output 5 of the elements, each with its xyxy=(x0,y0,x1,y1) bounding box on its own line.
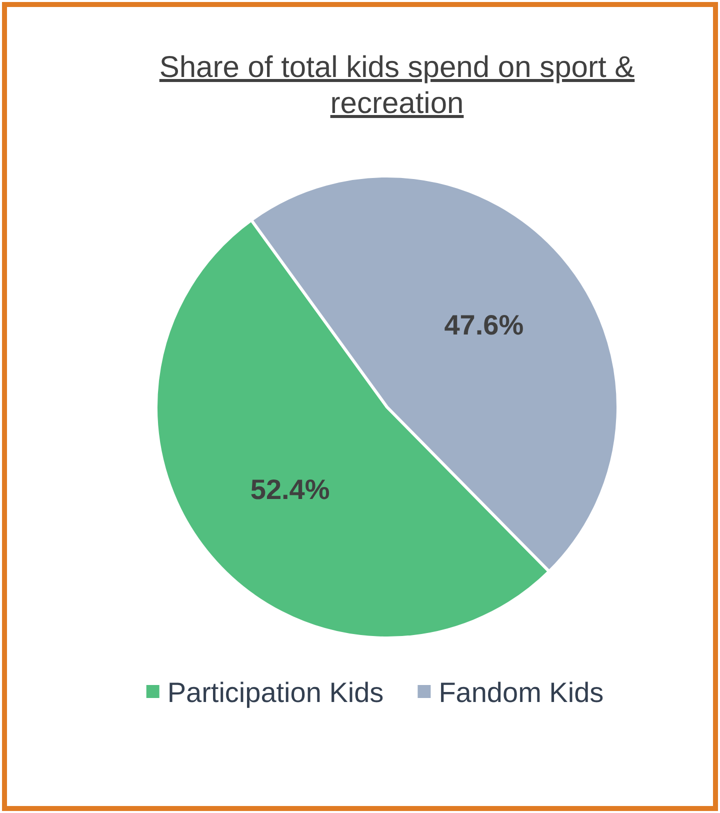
chart-title: Share of total kids spend on sport & recreation xyxy=(159,51,635,120)
legend-label: Fandom Kids xyxy=(438,676,604,708)
legend-label: Participation Kids xyxy=(167,676,384,708)
data-label: 47.6% xyxy=(444,310,524,341)
data-label: 52.4% xyxy=(250,474,330,505)
